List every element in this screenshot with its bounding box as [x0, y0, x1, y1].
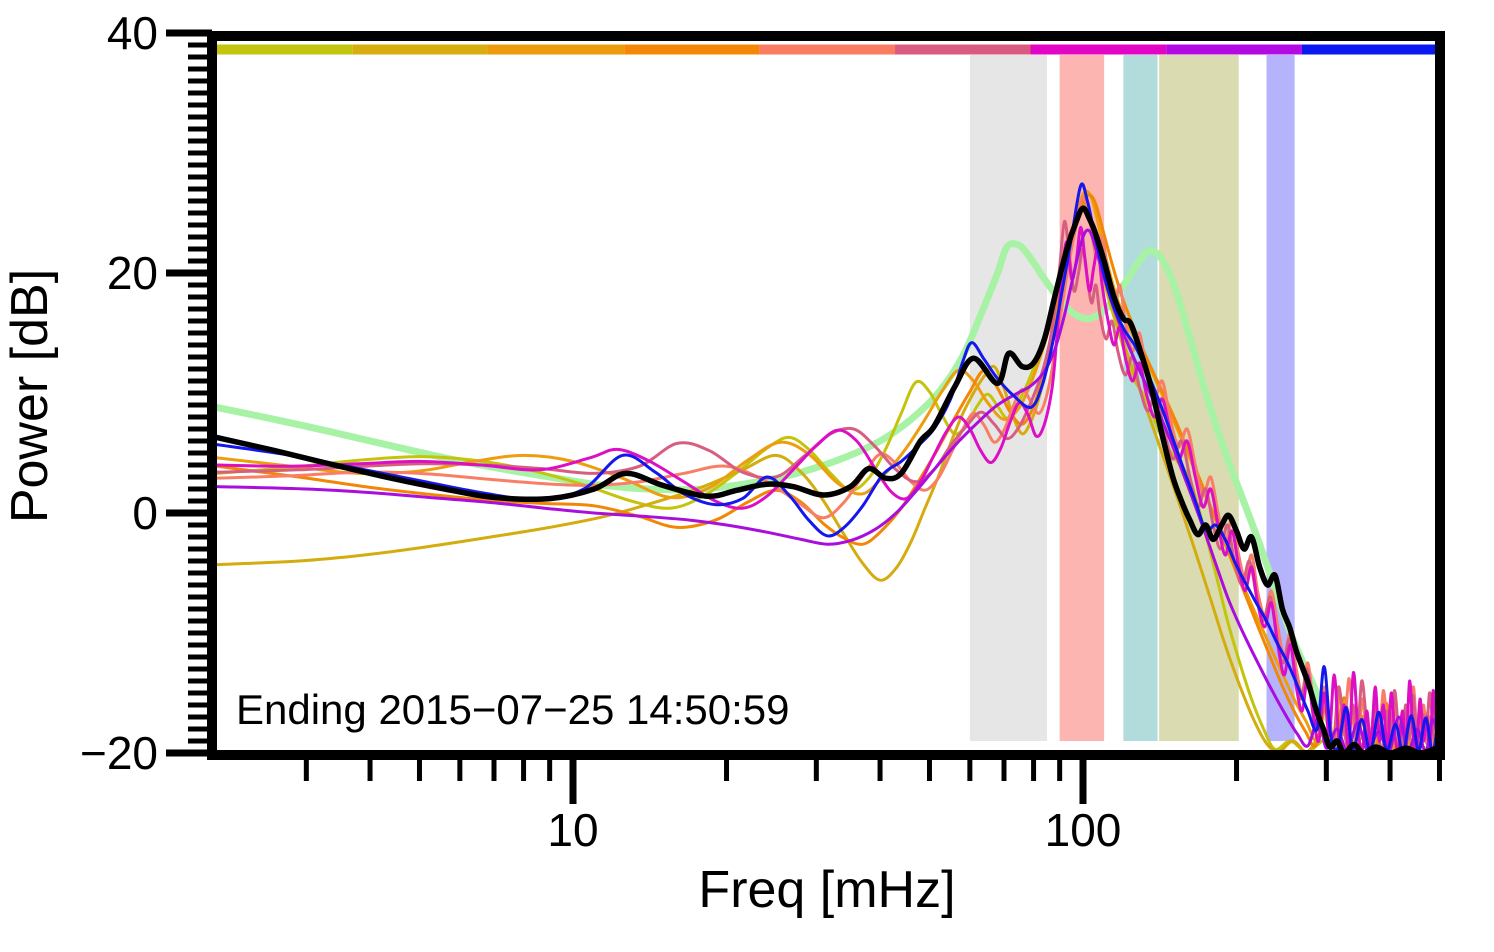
band-color-segment: [895, 44, 1031, 55]
x-tick-label: 100: [1045, 804, 1122, 856]
band-color-segment: [216, 44, 353, 55]
band-color-segment: [624, 44, 760, 55]
band-color-segment: [487, 44, 625, 55]
curve-mean-spectrum-black: [217, 205, 1435, 750]
band-color-segment: [352, 44, 488, 55]
curve-band7-magenta: [217, 225, 1435, 750]
y-tick-label: 40: [107, 7, 158, 59]
band-color-segment: [1030, 44, 1167, 55]
band-color-segment: [1166, 44, 1302, 55]
band-color-segment: [1301, 44, 1440, 55]
curve-band6-rose: [217, 219, 1435, 750]
y-tick-label: 20: [107, 247, 158, 299]
band-color-segment: [759, 44, 896, 55]
plot-frame: [207, 31, 1445, 760]
curve-band9-blue: [217, 182, 1435, 750]
x-axis-ticks: [303, 755, 1442, 804]
shaded-band: [1059, 55, 1105, 741]
y-tick-label: 0: [132, 487, 158, 539]
y-axis-ticks: [166, 29, 212, 757]
spectra-curves: [217, 182, 1435, 750]
band-color-bar: [216, 44, 1440, 55]
ending-time-annotation: Ending 2015−07−25 14:50:59: [236, 686, 790, 733]
x-axis-label: Freq [mHz]: [698, 861, 956, 919]
y-tick-label: −20: [80, 727, 158, 779]
shaded-band: [1159, 55, 1239, 741]
x-tick-label: 10: [547, 804, 598, 856]
